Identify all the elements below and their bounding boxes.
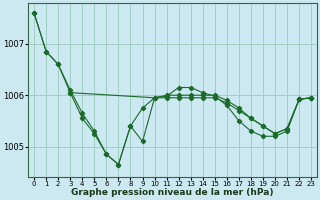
X-axis label: Graphe pression niveau de la mer (hPa): Graphe pression niveau de la mer (hPa): [71, 188, 274, 197]
